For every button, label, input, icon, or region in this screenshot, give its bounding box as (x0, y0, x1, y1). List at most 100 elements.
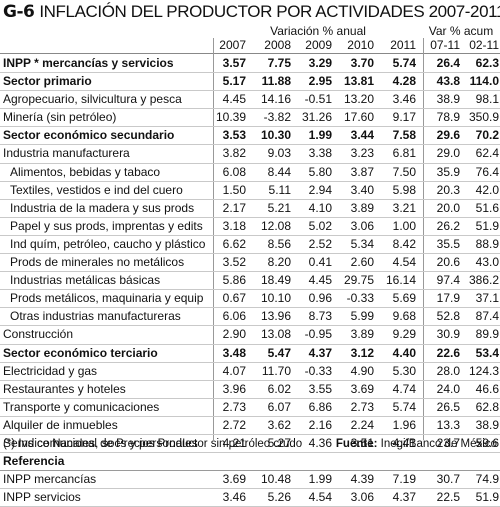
value-cell: 62.4 (475, 146, 499, 161)
value-cell: 5.74 (392, 399, 416, 414)
footnote: (*) Indice Nacional de Precios Productor… (3, 438, 303, 450)
value-cell: 13.20 (343, 92, 374, 107)
row-label: Industrias metálicas básicas (10, 273, 161, 288)
value-cell: 3.57 (222, 56, 246, 70)
value-cell: 114.0 (469, 74, 499, 89)
value-cell: 37.1 (475, 291, 499, 306)
value-cell: 3.38 (308, 146, 332, 161)
value-cell: 3.53 (222, 128, 246, 143)
value-cell: 1.99 (308, 472, 332, 487)
value-cell: 24.0 (436, 381, 460, 396)
value-cell: 5.74 (392, 56, 416, 70)
value-cell: 3.12 (350, 345, 374, 360)
value-cell: 29.0 (436, 146, 460, 161)
value-cell: 4.41 (392, 435, 416, 450)
table-row: Alimentos, bebidas y tabaco 6.08 8.44 5.80 3… (0, 164, 500, 182)
row-label: INPP * mercancías y servicios (3, 56, 174, 70)
row-label: Papel y sus prods, imprentas y edits (10, 218, 203, 233)
value-cell: 3.23 (350, 146, 374, 161)
value-cell: 43.8 (436, 74, 460, 89)
value-cell: 23.7 (436, 435, 460, 450)
column-group-annual: Variación % anual (270, 24, 366, 38)
value-cell: 62.8 (475, 399, 499, 414)
value-cell: 88.9 (475, 236, 499, 251)
row-label: Sector primario (3, 74, 92, 89)
table-row: Textiles, vestidos e ind del cuero 1.50 5.… (0, 182, 500, 200)
value-cell: 74.9 (475, 472, 499, 487)
value-cell: 62.3 (475, 56, 499, 70)
value-cell: 6.08 (222, 164, 246, 179)
value-cell: 4.90 (350, 363, 374, 378)
value-cell: 2.60 (350, 255, 374, 270)
table-section-row: Referencia (0, 453, 500, 472)
value-cell: 2.52 (308, 236, 332, 251)
value-cell: 4.40 (392, 345, 416, 360)
value-cell: 78.9 (436, 110, 460, 125)
value-cell: 5.47 (267, 345, 291, 360)
value-cell: 0.67 (222, 291, 246, 306)
value-cell: 4.54 (308, 490, 332, 505)
table-row: Electricidad y gas 4.07 11.70 -0.33 4.90 5.30… (0, 363, 500, 381)
value-cell: 3.82 (222, 146, 246, 161)
value-cell: 28.0 (436, 363, 460, 378)
value-cell: 3.40 (350, 182, 374, 197)
table-row: Construcción 2.90 13.08 -0.95 3.89 9.29 30.9 89… (0, 326, 500, 345)
value-cell: 87.4 (475, 309, 499, 324)
value-cell: 7.75 (267, 56, 291, 70)
value-cell: -0.33 (304, 363, 332, 378)
row-label: Transporte y comunicaciones (3, 399, 160, 414)
row-label: Restaurantes y hoteles (3, 381, 126, 396)
value-cell: 2.17 (222, 200, 246, 215)
row-label: INPP mercancías (3, 472, 97, 487)
figure-footer: (*) Indice Nacional de Precios Productor… (3, 438, 497, 454)
value-cell: 9.17 (392, 110, 416, 125)
value-cell: 10.10 (260, 291, 291, 306)
value-cell: 5.98 (392, 182, 416, 197)
value-cell: 2.24 (350, 417, 374, 432)
value-cell: 10.48 (260, 472, 291, 487)
row-label: INPP servicios (3, 490, 81, 505)
value-cell: 17.60 (343, 110, 374, 125)
table-row: Papel y sus prods, imprentas y edits 3.18… (0, 218, 500, 236)
value-cell: 6.62 (222, 236, 246, 251)
value-cell: 5.86 (222, 273, 246, 288)
value-cell: 0.41 (308, 255, 332, 270)
table-row: INPP mercancías 3.69 10.48 1.99 4.39 7.19 30.7… (0, 471, 500, 490)
table-row: INPP servicios 3.46 5.26 4.54 3.06 4.37 22.5 51… (0, 489, 500, 507)
column-header: 2009 (305, 38, 332, 52)
value-cell: 8.42 (392, 236, 416, 251)
value-cell: 18.49 (260, 273, 291, 288)
value-cell: 29.75 (343, 273, 374, 288)
value-cell: 386.2 (468, 273, 499, 288)
table-row: Ind quím, petróleo, caucho y plástico 6.6… (0, 236, 500, 255)
value-cell: 26.5 (436, 399, 460, 414)
value-cell: 14.16 (260, 92, 291, 107)
row-label: Alquiler de inmuebles (3, 417, 118, 432)
row-label: Industria manufacturera (3, 146, 130, 161)
value-cell: -0.33 (346, 291, 374, 306)
value-cell: 7.58 (392, 128, 416, 143)
value-cell: 3.21 (392, 200, 416, 215)
value-cell: 2.73 (350, 399, 374, 414)
value-cell: 2.95 (308, 74, 332, 89)
value-cell: 1.96 (392, 417, 416, 432)
value-cell: 8.73 (308, 309, 332, 324)
value-cell: 3.18 (222, 218, 246, 233)
value-cell: 4.07 (222, 363, 246, 378)
value-cell: 3.48 (222, 345, 246, 360)
value-cell: 4.45 (222, 92, 246, 107)
value-cell: 46.6 (475, 381, 499, 396)
table-row: Sector económico terciario 3.48 5.47 4.37 3.… (0, 345, 500, 363)
row-label: Ind quím, petróleo, caucho y plástico (10, 236, 206, 251)
value-cell: 124.3 (468, 363, 499, 378)
value-cell: 38.9 (436, 92, 460, 107)
column-header-row: 2007 2008 2009 2010 2011 07-11 02-11 (0, 38, 500, 53)
table-row: Alquiler de inmuebles 2.72 3.62 2.16 2.24 1.9… (0, 417, 500, 435)
value-cell: 13.81 (343, 74, 374, 89)
value-cell: 10.30 (260, 128, 291, 143)
value-cell: 3.89 (350, 200, 374, 215)
value-cell: 22.6 (436, 345, 460, 360)
value-cell: 9.03 (267, 146, 291, 161)
value-cell: 3.29 (308, 56, 332, 70)
value-cell: 3.87 (350, 164, 374, 179)
